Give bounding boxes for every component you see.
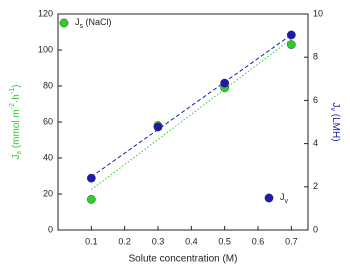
x-axis-title: Solute concentration (M) [129,254,238,265]
data-point [86,173,96,183]
data-point [153,122,163,132]
y-tick-label: 100 [38,44,53,54]
y2-title-part: v [329,107,336,111]
legend-label-part: J [280,192,285,202]
y-title-part: ) [11,85,22,88]
y-axis-title: Js (mmol m-2·h-1) [9,85,23,160]
y2-title-part: (LMH) [330,111,341,142]
y-tick-label: 60 [43,116,53,126]
y-title-part: (mmol m [11,109,22,151]
y-tick-label: 40 [43,152,53,162]
y2-tick-label: 6 [313,95,318,105]
y-tick-label: 120 [38,8,53,18]
y2-tick-label: 8 [313,52,318,62]
y-title-part: s [16,150,23,154]
y2-tick-label: 10 [313,8,323,18]
x-tick-label: 0.6 [252,236,265,246]
legend-label-part: J [75,17,80,27]
legend-label-part: v [285,198,289,205]
trend-line [91,38,292,191]
legend-marker [59,18,69,28]
y-title-part: ·h [11,94,22,103]
data-point [220,78,230,88]
y-tick-label: 20 [43,188,53,198]
y2-tick-label: 4 [313,138,318,148]
trend-line [91,34,292,178]
y2-tick-label: 0 [313,224,318,234]
x-tick-label: 0.5 [218,236,231,246]
data-point [286,40,296,49]
y-tick-label: 0 [48,224,53,234]
data-point [286,30,296,40]
y-title-part: -1 [9,88,16,94]
x-tick-label: 0.1 [85,236,98,246]
legend-label-part: (NaCl) [83,17,112,27]
legend-label: Js (NaCl) [75,17,112,30]
y2-title-part: J [330,102,341,107]
y-title-part: J [11,154,22,159]
x-tick-label: 0.2 [118,236,131,246]
legend-marker [264,193,274,203]
y-title-part: -2 [9,103,16,109]
legend-label: Jv [280,192,289,205]
y2-tick-label: 2 [313,181,318,191]
x-tick-label: 0.4 [185,236,198,246]
data-point [86,194,96,204]
legend-label-part: s [80,23,84,30]
x-tick-label: 0.7 [285,236,298,246]
y2-axis-title: Jv (LMH) [329,102,342,141]
y-tick-label: 80 [43,80,53,90]
x-tick-label: 0.3 [152,236,165,246]
